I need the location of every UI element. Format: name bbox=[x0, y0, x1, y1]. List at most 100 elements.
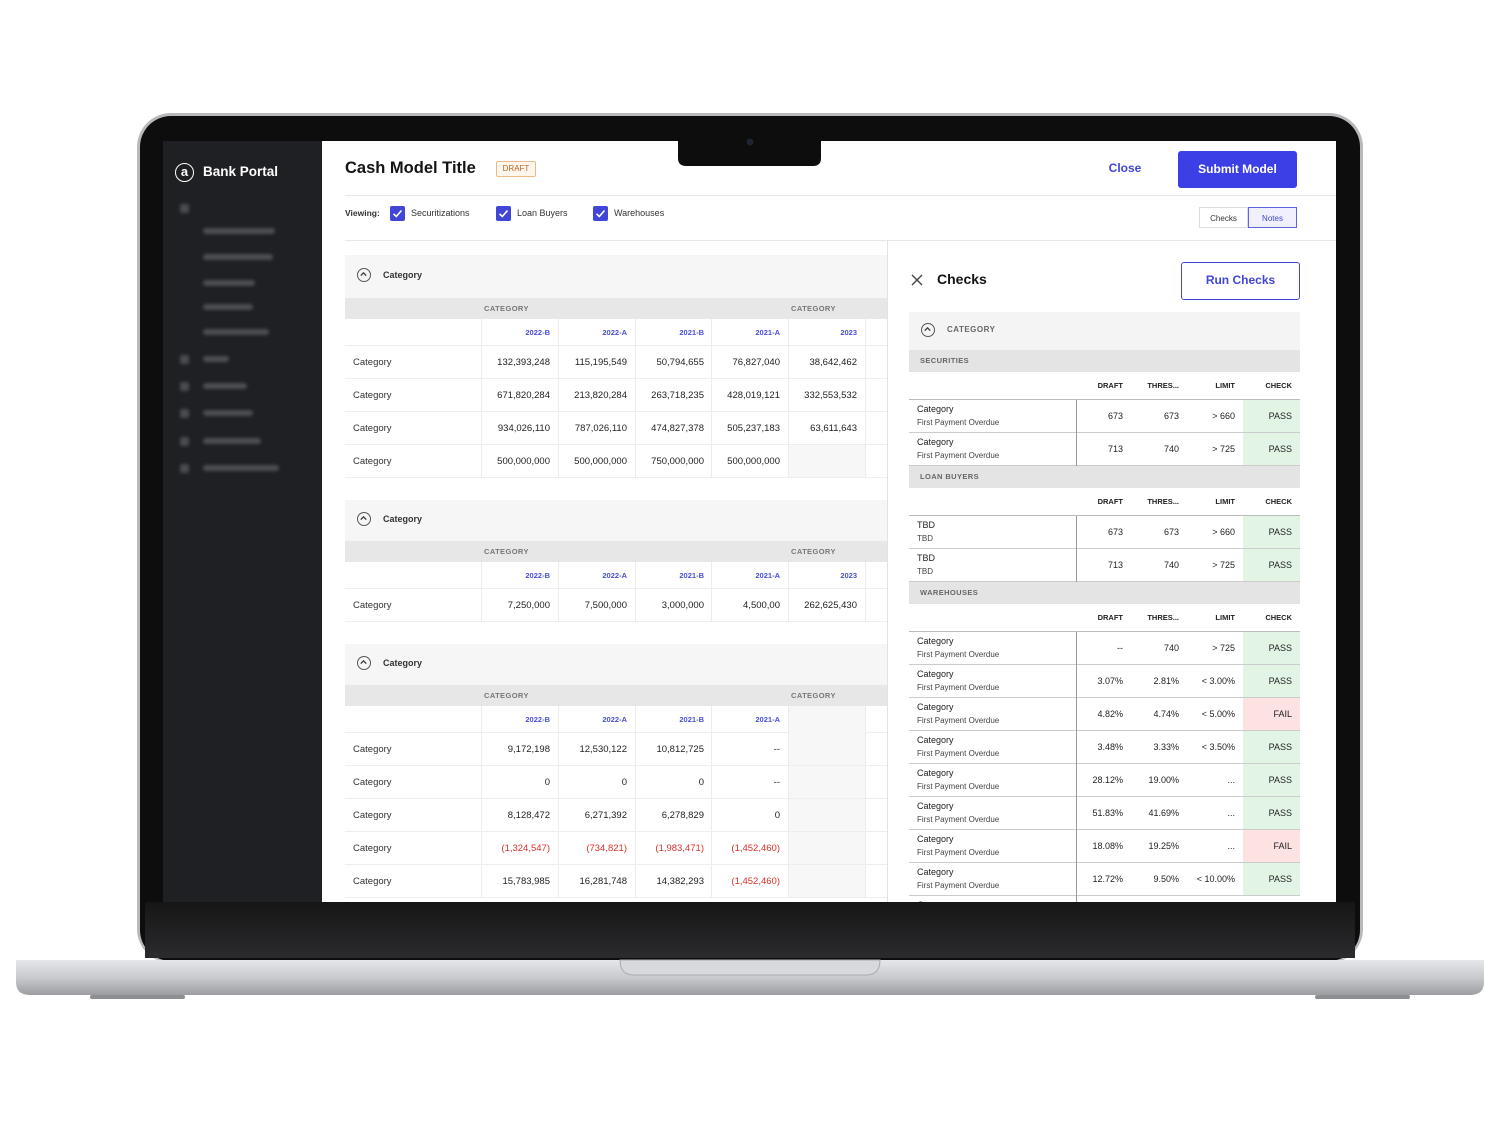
table-title: Category bbox=[383, 657, 423, 668]
nav-item[interactable] bbox=[203, 280, 255, 286]
nav-item[interactable] bbox=[203, 304, 253, 310]
close-panel[interactable] bbox=[910, 273, 924, 287]
row-label-cell bbox=[909, 433, 1077, 466]
nav-item[interactable] bbox=[203, 356, 229, 362]
row-label: Category bbox=[917, 899, 1067, 902]
column-header: CHECK bbox=[1265, 381, 1292, 390]
nav-item[interactable] bbox=[203, 254, 273, 260]
check-cell: PASS bbox=[1243, 433, 1300, 465]
run-checks-button[interactable]: Run Checks bbox=[1181, 262, 1300, 300]
check-row bbox=[909, 863, 1300, 896]
group-label: SECURITIES bbox=[920, 356, 970, 365]
check-cell: 2.81% bbox=[1153, 676, 1179, 686]
close-button[interactable]: Close bbox=[1108, 161, 1142, 175]
row-sublabel: First Payment Overdue bbox=[917, 815, 1000, 824]
check-cell: 740 bbox=[1163, 643, 1179, 653]
check-cell: 740 bbox=[1163, 560, 1179, 570]
page-title: Cash Model Title bbox=[345, 159, 476, 177]
column-header-row bbox=[909, 604, 1300, 632]
table-cell: 7,250,000 bbox=[507, 600, 550, 611]
group-label: CATEGORY bbox=[791, 304, 836, 313]
status-badge: DRAFT bbox=[496, 161, 536, 177]
empty-cell bbox=[789, 445, 865, 477]
group-label: LOAN BUYERS bbox=[920, 472, 979, 481]
checkbox[interactable] bbox=[593, 206, 608, 221]
foot bbox=[90, 995, 185, 999]
table-cell: 0 bbox=[698, 777, 704, 788]
row-label: Category bbox=[917, 404, 954, 414]
collapse-toggle[interactable] bbox=[921, 323, 935, 337]
check-cell: ... bbox=[1227, 808, 1235, 818]
nav-item[interactable] bbox=[203, 228, 275, 234]
table-header bbox=[345, 255, 887, 298]
check-cell: -- bbox=[1117, 643, 1123, 653]
checkbox[interactable] bbox=[496, 206, 511, 221]
base-notch bbox=[619, 959, 881, 976]
row-sublabel: First Payment Overdue bbox=[917, 683, 1000, 692]
group-row bbox=[909, 582, 1300, 604]
table-cell: 934,026,110 bbox=[497, 423, 550, 434]
check-cell: < 3.50% bbox=[1201, 742, 1235, 752]
sidebar bbox=[163, 141, 322, 902]
table-cell: 16,281,748 bbox=[579, 876, 627, 887]
row-label: Category bbox=[917, 437, 954, 447]
nav-item[interactable] bbox=[203, 410, 253, 416]
table-cell: 505,237,183 bbox=[727, 423, 780, 434]
check-cell: < 3.00% bbox=[1201, 676, 1235, 686]
check-cell: PASS bbox=[1243, 764, 1300, 796]
table-cell: 63,611,643 bbox=[810, 423, 857, 434]
nav-item[interactable] bbox=[203, 438, 261, 444]
group-label: CATEGORY bbox=[484, 547, 529, 556]
row-label: TBD bbox=[917, 553, 935, 563]
column-header: 2023 bbox=[840, 328, 857, 337]
checkbox[interactable] bbox=[390, 206, 405, 221]
table-cell: 76,827,040 bbox=[732, 357, 780, 368]
check-row bbox=[909, 516, 1300, 549]
check-cell: > 660 bbox=[1212, 527, 1235, 537]
column-header: LIMIT bbox=[1215, 613, 1235, 622]
check-row bbox=[909, 830, 1300, 863]
row-label: Category bbox=[917, 669, 954, 679]
row-label: Category bbox=[917, 801, 954, 811]
table-cell: 474,827,378 bbox=[651, 423, 704, 434]
column-header-row bbox=[345, 706, 887, 733]
table-row bbox=[345, 865, 887, 898]
table-row bbox=[345, 412, 887, 445]
check-cell: 19.25% bbox=[1148, 841, 1179, 851]
table-cell: 50,794,655 bbox=[656, 357, 704, 368]
row-sublabel: TBD bbox=[917, 567, 933, 576]
collapse-toggle[interactable] bbox=[357, 655, 371, 670]
check-cell: ... bbox=[1227, 775, 1235, 785]
row-label-cell bbox=[909, 400, 1077, 433]
collapse-toggle[interactable] bbox=[357, 511, 371, 526]
screen: a Bank Portal Cash Model Title DRAFT Close Su… bbox=[163, 141, 1336, 902]
submit-button[interactable]: Submit Model bbox=[1178, 151, 1297, 188]
tab[interactable]: Checks bbox=[1199, 207, 1248, 228]
row-label: Category bbox=[917, 636, 954, 646]
table-row bbox=[345, 733, 887, 766]
table-cell: 671,820,284 bbox=[497, 390, 550, 401]
nav-item[interactable] bbox=[203, 383, 247, 389]
table-row bbox=[345, 346, 887, 379]
column-header: DRAFT bbox=[1097, 381, 1123, 390]
column-header: 2021-A bbox=[755, 571, 780, 580]
row-label: Category bbox=[353, 390, 392, 401]
nav-item[interactable] bbox=[203, 329, 269, 335]
table-cell: 6,278,829 bbox=[661, 810, 704, 821]
check-row bbox=[909, 433, 1300, 466]
section-title: CATEGORY bbox=[947, 325, 996, 334]
group-row bbox=[909, 466, 1300, 488]
collapse-toggle[interactable] bbox=[357, 267, 371, 282]
column-header: DRAFT bbox=[1097, 613, 1123, 622]
check-cell: 19.00% bbox=[1148, 775, 1179, 785]
nav-item[interactable] bbox=[203, 465, 279, 471]
table-cell: 332,553,532 bbox=[804, 390, 857, 401]
column-header: LIMIT bbox=[1215, 497, 1235, 506]
row-label: Category bbox=[917, 702, 954, 712]
row-label-cell bbox=[909, 896, 1077, 902]
check-cell: 4.74% bbox=[1153, 709, 1179, 719]
group-label: CATEGORY bbox=[484, 304, 529, 313]
row-label: Category bbox=[353, 600, 392, 611]
tab[interactable]: Notes bbox=[1248, 207, 1297, 228]
